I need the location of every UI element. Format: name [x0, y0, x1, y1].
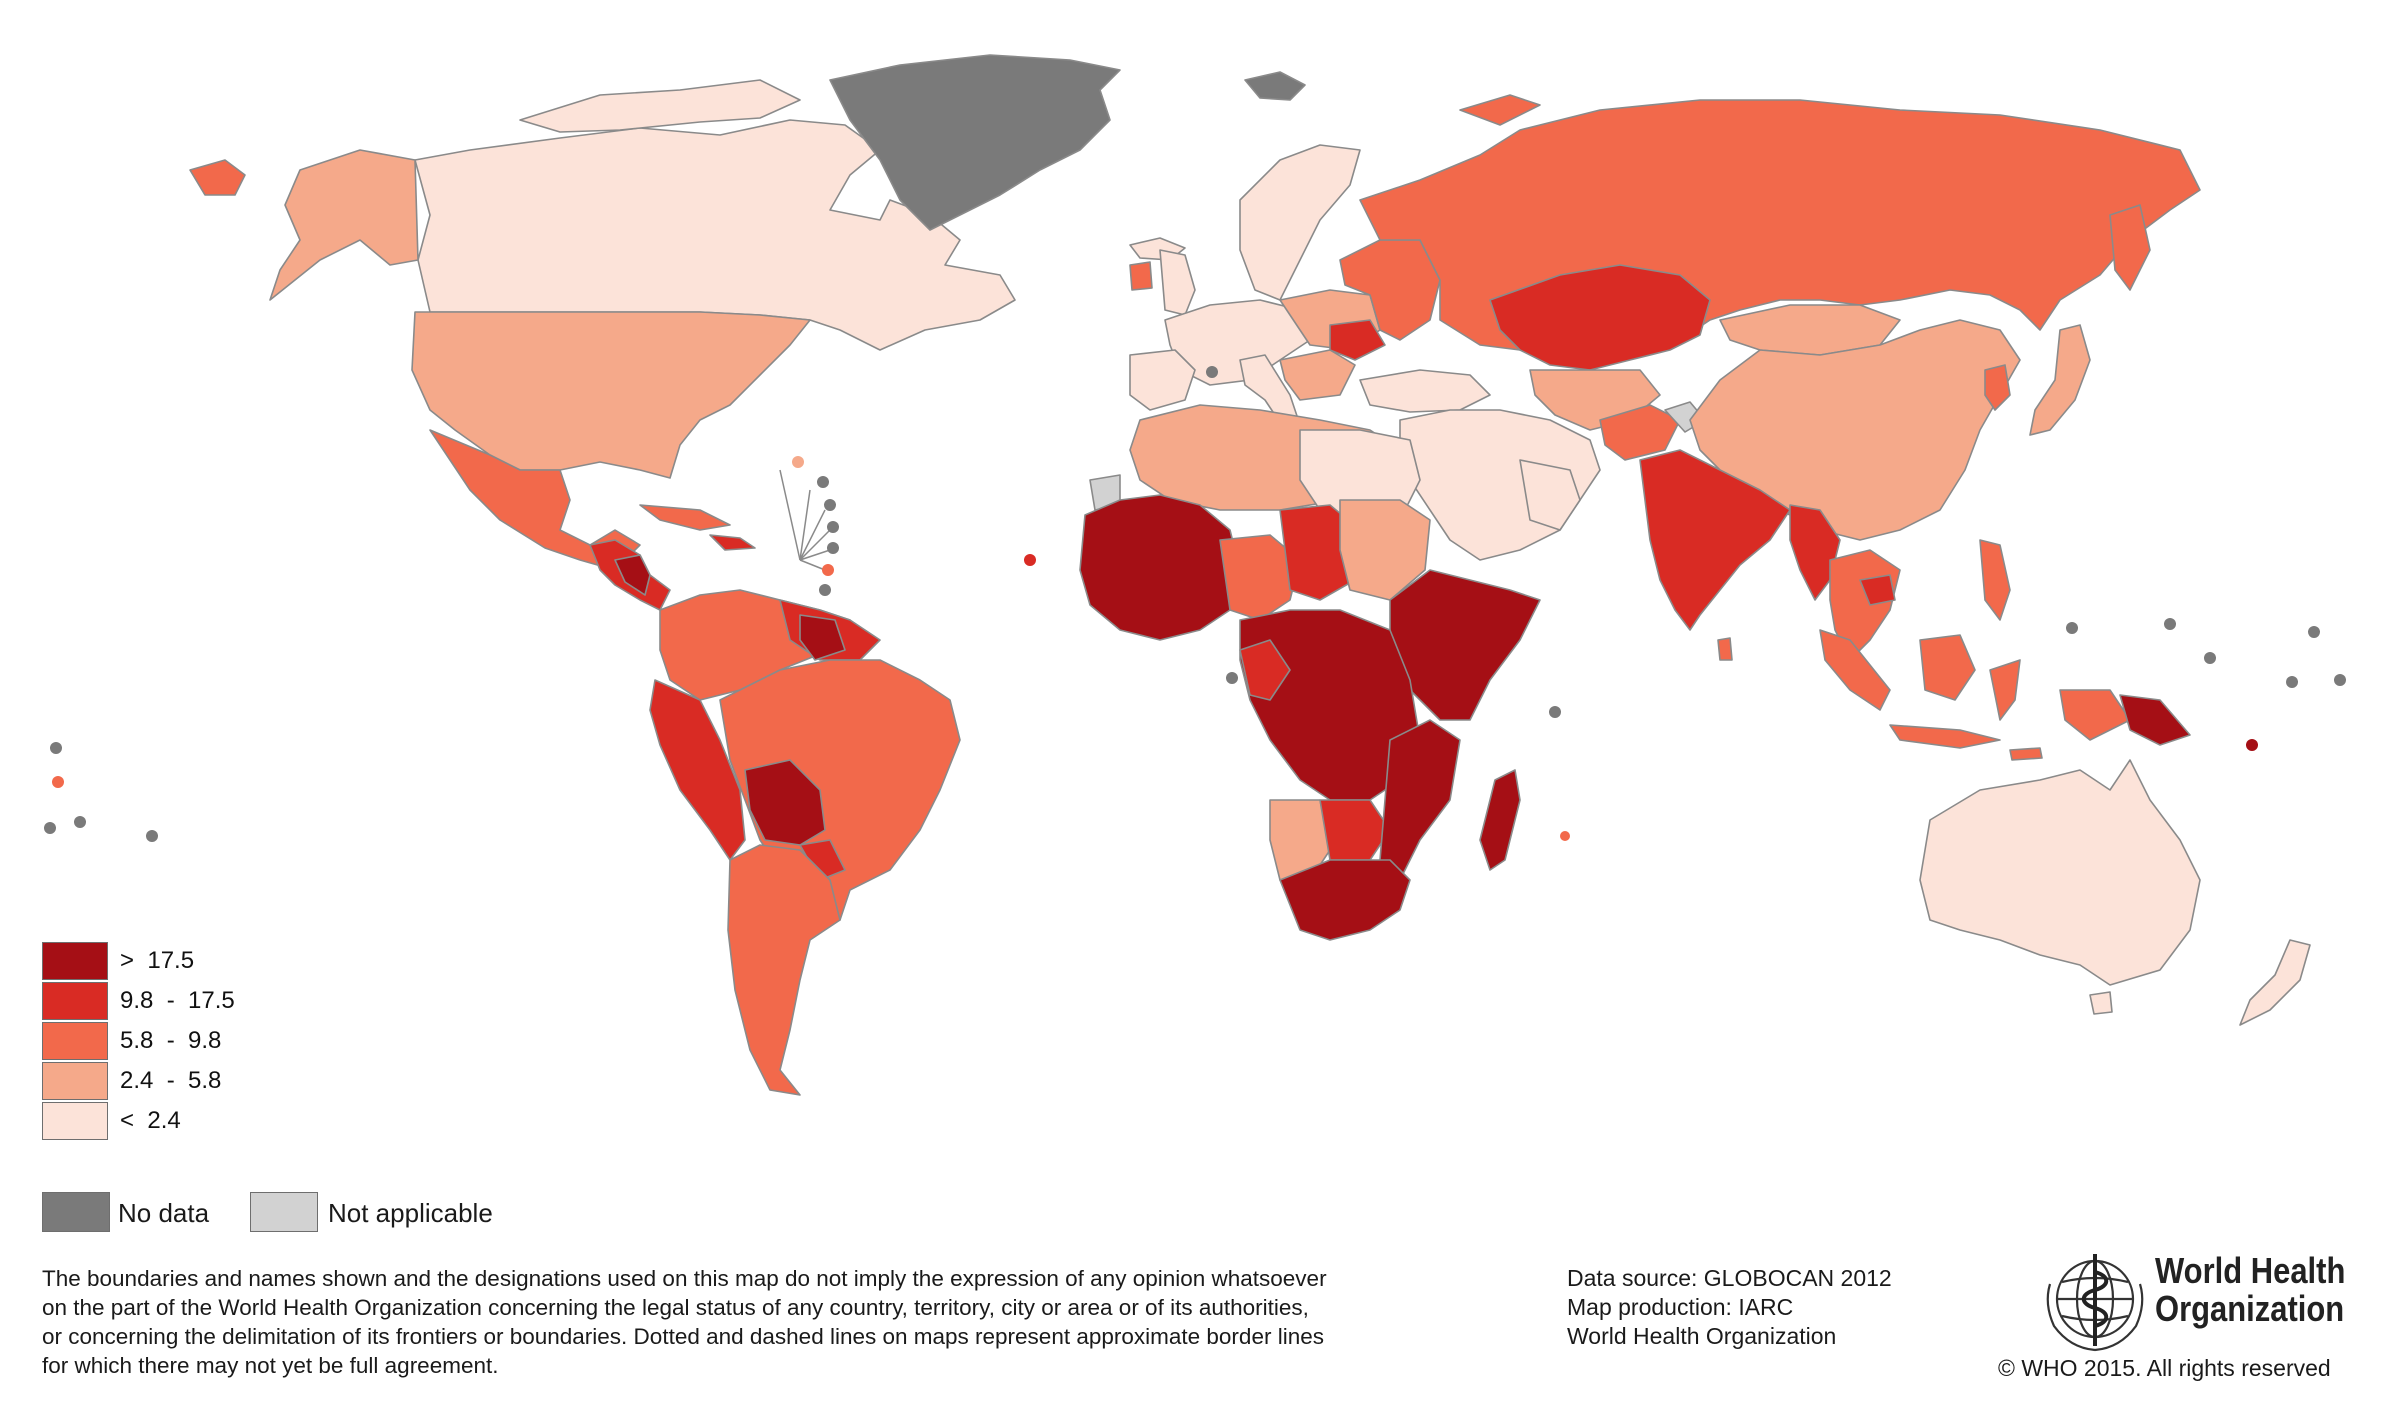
- region-arabia-east: [1519, 459, 1581, 531]
- region-bolivia: [744, 759, 826, 846]
- disclaimer-line: The boundaries and names shown and the d…: [42, 1266, 1327, 1291]
- legend-item: 2.4 - 5.8: [42, 1062, 302, 1102]
- region-haiti: [709, 534, 756, 551]
- legend-swatch: [42, 1062, 108, 1100]
- region-bangladesh-myanmar: [1789, 504, 1841, 601]
- region-madagascar: [1479, 769, 1521, 871]
- region-russia-north-islands: [1459, 94, 1541, 126]
- who-name-line: Organization: [2155, 1288, 2345, 1329]
- source-line: World Health Organization: [1567, 1323, 1837, 1349]
- region-uk: [1159, 249, 1196, 316]
- legend-item: > 17.5: [42, 942, 302, 982]
- region-central-africa: [1239, 609, 1421, 801]
- region-ireland: [1129, 261, 1153, 291]
- region-kamchatka: [2109, 204, 2151, 291]
- region-malaysia-borneo: [1919, 634, 1976, 701]
- region-central-america-south: [614, 554, 651, 596]
- legend-label: 5.8 - 9.8: [120, 1027, 222, 1054]
- region-caucasus-turkey: [1359, 369, 1491, 413]
- region-gabon-congo: [1239, 639, 1291, 701]
- source-line: Map production: IARC: [1567, 1294, 1794, 1320]
- island-markers: [44, 366, 2346, 842]
- region-indonesia-sumatra: [1819, 629, 1891, 711]
- region-sulawesi: [1989, 659, 2021, 721]
- region-korea: [1984, 364, 2011, 411]
- region-greenland: [829, 54, 1121, 231]
- legend-swatch: [42, 1102, 108, 1140]
- region-iberia: [1129, 349, 1196, 411]
- region-tasmania: [2089, 991, 2113, 1015]
- who-name: World Health Organization: [2155, 1252, 2345, 1328]
- copyright: © WHO 2015. All rights reserved: [1998, 1355, 2331, 1381]
- region-papua-indonesia: [2059, 689, 2131, 741]
- disclaimer-line: for which there may not yet be full agre…: [42, 1353, 499, 1378]
- region-guyana: [799, 614, 846, 661]
- region-mexico: [429, 429, 641, 571]
- legend-item: 9.8 - 17.5: [42, 982, 302, 1022]
- region-australia: [1919, 759, 2201, 986]
- legend-label: 9.8 - 17.5: [120, 987, 235, 1014]
- legend-label: > 17.5: [120, 947, 195, 974]
- region-mozambique-east: [1379, 719, 1461, 881]
- region-cambodia: [1859, 574, 1896, 606]
- region-papua-new-guinea: [2119, 694, 2191, 746]
- region-argentina-chile: [727, 844, 841, 1096]
- legend-label: 2.4 - 5.8: [120, 1067, 222, 1094]
- not-applicable-swatch: [250, 1192, 318, 1232]
- legend-swatch: [42, 982, 108, 1020]
- disclaimer-line: or concerning the delimitation of its fr…: [42, 1324, 1324, 1349]
- data-source: Data source: GLOBOCAN 2012 Map productio…: [1567, 1264, 1892, 1351]
- region-sudan: [1339, 499, 1431, 601]
- legend-swatch: [42, 942, 108, 980]
- who-name-line: World Health: [2155, 1250, 2346, 1291]
- region-romania: [1329, 319, 1386, 361]
- legend-label: < 2.4: [120, 1107, 181, 1134]
- world-choropleth-map: [44, 54, 2346, 1096]
- who-emblem-icon: [2046, 1254, 2144, 1352]
- region-new-zealand: [2239, 939, 2311, 1026]
- region-svalbard: [1244, 71, 1306, 101]
- region-scandinavia: [1239, 144, 1361, 301]
- legend-item: 5.8 - 9.8: [42, 1022, 302, 1062]
- region-usa: [411, 311, 811, 479]
- region-caribbean: [639, 504, 731, 531]
- no-data-label: No data: [118, 1198, 210, 1228]
- disclaimer-line: on the part of the World Health Organiza…: [42, 1295, 1309, 1320]
- region-kazakhstan: [1489, 264, 1711, 371]
- no-data-swatch: [42, 1192, 110, 1232]
- region-alaska-west: [189, 159, 246, 196]
- legend-item: < 2.4: [42, 1102, 302, 1142]
- region-timor: [2009, 747, 2043, 761]
- disclaimer-text: The boundaries and names shown and the d…: [42, 1264, 1542, 1380]
- legend-swatch: [42, 1022, 108, 1060]
- region-canada-islands: [519, 79, 801, 133]
- region-nigeria: [1219, 534, 1301, 621]
- region-west-africa: [1079, 494, 1241, 641]
- region-zambia: [1319, 799, 1391, 861]
- region-alaska: [269, 149, 419, 301]
- region-japan: [2029, 324, 2091, 436]
- region-philippines: [1979, 539, 2011, 621]
- caribbean-callouts: [779, 469, 831, 571]
- region-balkans: [1279, 349, 1356, 401]
- region-indonesia-islands: [1889, 724, 2001, 749]
- region-afghanistan: [1599, 404, 1681, 461]
- region-sri-lanka: [1717, 637, 1733, 661]
- region-southern-africa: [1279, 859, 1411, 941]
- source-line: Data source: GLOBOCAN 2012: [1567, 1265, 1892, 1291]
- region-india: [1639, 449, 1791, 631]
- not-applicable-label: Not applicable: [328, 1198, 493, 1228]
